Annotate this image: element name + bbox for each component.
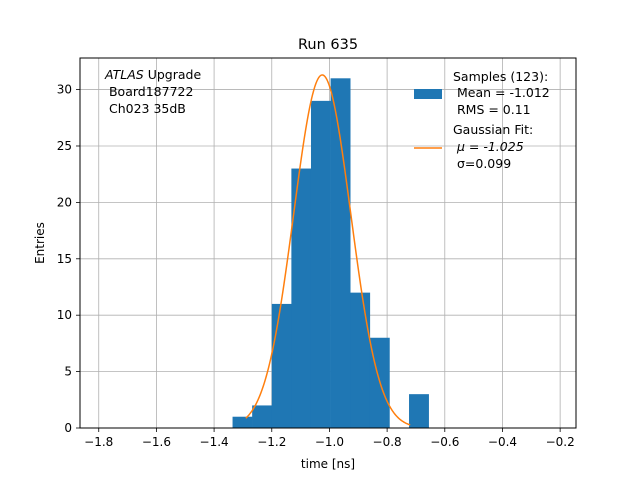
histogram-bar bbox=[291, 168, 312, 429]
chart-title: Run 635 bbox=[298, 37, 358, 53]
annotation-board: Board187722 bbox=[105, 84, 193, 99]
x-tick-label: −0.8 bbox=[373, 435, 402, 449]
legend-samples-swatch bbox=[414, 89, 442, 99]
gaussian-fit bbox=[245, 74, 411, 426]
x-tick-label: −0.6 bbox=[430, 435, 459, 449]
histogram-bar bbox=[330, 78, 351, 429]
legend-fit-title: Gaussian Fit: bbox=[453, 122, 533, 137]
legend: Samples (123): Mean = -1.012 RMS = 0.11 … bbox=[414, 69, 550, 171]
legend-samples-title: Samples (123): bbox=[453, 69, 548, 84]
annotation-title-rest: Upgrade bbox=[144, 67, 202, 82]
x-tick-label: −0.2 bbox=[546, 435, 575, 449]
y-axis-ticks: 0 5 10 15 20 25 30 bbox=[57, 83, 80, 435]
histogram-bars bbox=[232, 78, 429, 429]
histogram-bar bbox=[409, 394, 429, 428]
y-tick-label: 10 bbox=[57, 308, 72, 322]
atlas-annotation: ATLAS Upgrade Board187722 Ch023 35dB bbox=[104, 67, 201, 116]
y-tick-label: 30 bbox=[57, 83, 72, 97]
x-tick-label: −1.2 bbox=[257, 435, 286, 449]
y-tick-label: 5 bbox=[64, 365, 72, 379]
x-tick-label: −1.0 bbox=[315, 435, 344, 449]
annotation-italic: ATLAS bbox=[104, 67, 144, 82]
legend-fit-mu: μ = -1.025 bbox=[453, 139, 524, 154]
x-tick-label: −1.4 bbox=[200, 435, 229, 449]
gaussian-fit-curve bbox=[245, 74, 411, 426]
histogram-bar bbox=[350, 292, 371, 428]
histogram-bar bbox=[252, 405, 273, 428]
histogram-bar bbox=[232, 416, 253, 428]
legend-samples-rms: RMS = 0.11 bbox=[453, 102, 531, 117]
annotation-channel: Ch023 35dB bbox=[105, 101, 186, 116]
histogram-bar bbox=[310, 100, 331, 429]
y-tick-label: 15 bbox=[57, 252, 72, 266]
y-tick-label: 20 bbox=[57, 195, 72, 209]
histogram-bar bbox=[271, 303, 292, 428]
y-tick-label: 25 bbox=[57, 139, 72, 153]
legend-fit-sigma: σ=0.099 bbox=[453, 156, 511, 171]
y-tick-label: 0 bbox=[64, 421, 72, 435]
y-axis-label: Entries bbox=[33, 222, 47, 264]
svg-text:ATLAS Upgrade: ATLAS Upgrade bbox=[104, 67, 201, 82]
x-axis-label: time [ns] bbox=[301, 457, 355, 471]
legend-samples-mean: Mean = -1.012 bbox=[453, 85, 550, 100]
x-tick-label: −1.6 bbox=[142, 435, 171, 449]
plot-frame bbox=[79, 57, 577, 429]
x-tick-label: −1.8 bbox=[84, 435, 113, 449]
x-tick-label: −0.4 bbox=[488, 435, 517, 449]
x-axis-ticks: −1.8 −1.6 −1.4 −1.2 −1.0 −0.8 −0.6 −0.4 −0.2 bbox=[84, 428, 575, 449]
